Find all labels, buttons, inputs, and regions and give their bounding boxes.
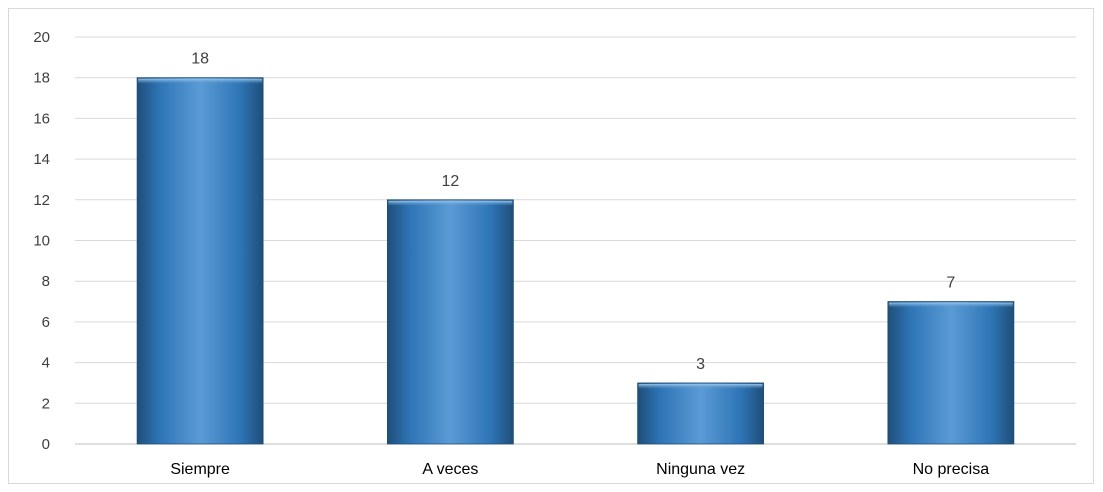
bar-a-veces xyxy=(386,199,514,445)
y-tick-label: 16 xyxy=(33,110,50,127)
x-category-label: Ninguna vez xyxy=(656,461,745,478)
bar-ninguna-vez xyxy=(637,382,765,445)
y-tick-label: 14 xyxy=(33,151,50,168)
y-tick-label: 0 xyxy=(42,436,50,453)
bar-body xyxy=(887,301,1015,445)
bar-highlight xyxy=(638,383,763,389)
data-label: 12 xyxy=(441,173,459,190)
bar-no-precisa xyxy=(887,301,1015,445)
bars xyxy=(136,77,1015,445)
y-axis: 0 2 4 6 8 10 12 14 16 18 20 xyxy=(33,29,50,453)
x-category-label: A veces xyxy=(422,461,478,478)
y-tick-label: 6 xyxy=(42,314,50,331)
bar-highlight xyxy=(888,302,1013,308)
data-label: 3 xyxy=(696,356,705,373)
y-tick-label: 4 xyxy=(42,355,50,372)
bar-highlight xyxy=(388,200,513,206)
data-label: 7 xyxy=(946,275,955,292)
x-category-label: No precisa xyxy=(913,461,990,478)
x-category-label: Siempre xyxy=(170,461,230,478)
bar-body xyxy=(136,77,264,445)
data-label: 18 xyxy=(191,51,209,68)
y-tick-label: 18 xyxy=(33,70,50,87)
x-axis: Siempre A veces Ninguna vez No precisa xyxy=(170,461,989,478)
bar-body xyxy=(637,382,765,445)
data-labels: 18 12 3 7 xyxy=(191,51,955,373)
bar-body xyxy=(386,199,514,445)
y-tick-label: 2 xyxy=(42,395,50,412)
y-tick-label: 10 xyxy=(33,233,50,250)
y-tick-label: 8 xyxy=(42,273,50,290)
bar-siempre xyxy=(136,77,264,445)
bar-highlight xyxy=(138,78,263,84)
y-tick-label: 12 xyxy=(33,192,50,209)
y-tick-label: 20 xyxy=(33,29,50,46)
